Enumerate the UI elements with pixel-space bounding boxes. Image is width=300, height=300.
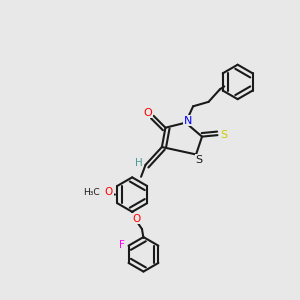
Text: S: S [196, 155, 202, 165]
Text: F: F [119, 240, 125, 250]
Text: O: O [144, 108, 153, 118]
Text: O: O [105, 187, 113, 197]
Text: N: N [184, 116, 192, 126]
Text: O: O [132, 214, 140, 224]
Text: H₃C: H₃C [83, 188, 100, 197]
Text: S: S [220, 130, 227, 140]
Text: H: H [135, 158, 143, 168]
